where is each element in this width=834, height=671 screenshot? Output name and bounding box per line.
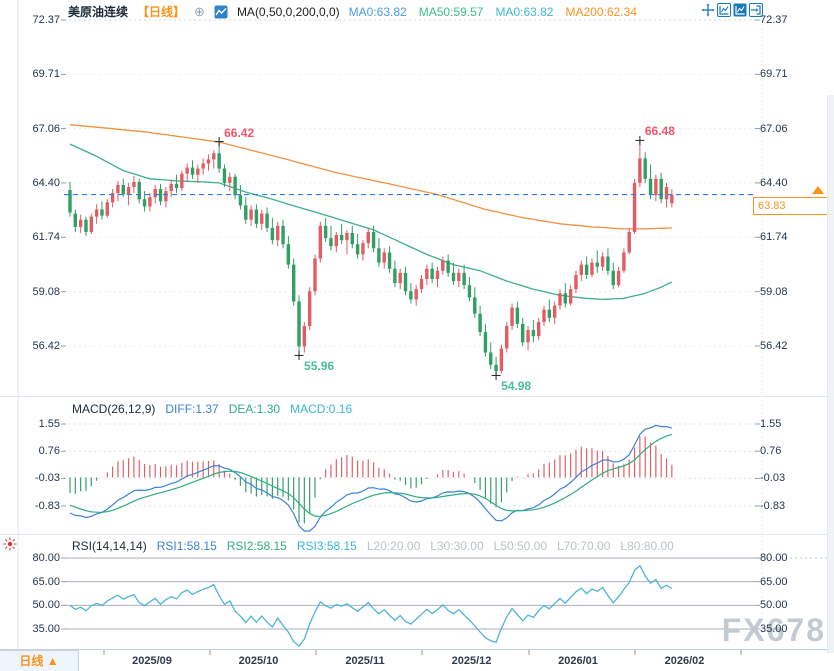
- watermark: FX678: [721, 612, 826, 648]
- alarm-icon[interactable]: [3, 537, 17, 551]
- price-axis-label-right: 61.74: [760, 231, 788, 244]
- high-annotation: 66.48: [644, 124, 675, 139]
- high-annotation: 66.42: [224, 125, 255, 140]
- ma-value-label: MA200:62.34: [565, 4, 637, 19]
- exit-fullscreen-icon[interactable]: [749, 3, 763, 17]
- price-axis-label-left: 59.08: [32, 285, 60, 298]
- chart-toolbar: [701, 3, 763, 17]
- current-price-value: 63.83: [758, 199, 786, 212]
- macd-bar-value: MACD:0.16: [290, 402, 353, 416]
- price-axis-label-right: 64.40: [760, 176, 788, 189]
- add-indicator-icon[interactable]: ⊕: [194, 4, 205, 19]
- ma-value-label: MA50:59.57: [418, 4, 484, 19]
- macd-axis-label-left: 0.76: [38, 445, 60, 458]
- rsi-axis-label-left: 50.00: [32, 599, 60, 612]
- current-price-label: 63.83: [753, 196, 832, 215]
- rsi-title: RSI(14,14,14): [72, 539, 147, 553]
- low-annotation: 54.98: [501, 379, 532, 394]
- crosshair-move-icon[interactable]: [701, 3, 715, 17]
- timeframe-up-arrow: ▲: [46, 654, 59, 668]
- mini-chart-icon[interactable]: [214, 5, 228, 19]
- rsi-axis-label-right: 80.00: [760, 552, 788, 564]
- price-axis-label-left: 67.06: [32, 122, 60, 135]
- macd-axis-label-right: 0.76: [760, 445, 782, 458]
- symbol-name: 美原油连续: [68, 5, 129, 19]
- price-axis-label-right: 59.08: [760, 285, 788, 298]
- date-axis-label: 2025/09: [132, 655, 172, 667]
- macd-axis-label-right: -0.03: [760, 472, 786, 485]
- timeframe-tag[interactable]: 【日线】: [137, 5, 186, 19]
- price-axis-label-left: 56.42: [32, 340, 60, 353]
- macd-axis-label-left: -0.03: [34, 472, 60, 485]
- rsi-level-labels: L20:20.00 L30:30.00 L50:50.00 L70:70.00 L80:…: [367, 539, 674, 553]
- main-chart-header: 美原油连续 【日线】 ⊕ MA(0,50,0,200,0,0) MA0:63.8…: [68, 3, 639, 20]
- price-axis-label-left: 72.37: [32, 14, 60, 26]
- price-axis-label-right: 56.42: [760, 340, 788, 353]
- timeframe-button[interactable]: 日线 ▲: [0, 650, 79, 671]
- low-annotation: 55.96: [304, 359, 335, 374]
- macd-axis-label-left: 1.55: [38, 418, 60, 430]
- vertical-scrollbar[interactable]: [827, 95, 834, 653]
- rsi-axis-label-left: 35.00: [32, 623, 60, 635]
- axis-chart-icon[interactable]: [717, 3, 731, 17]
- rsi-axis-label-right: 65.00: [760, 575, 788, 588]
- price-axis-label-right: 72.37: [760, 14, 788, 26]
- rsi-level-label: L30:30.00: [430, 539, 484, 553]
- rsi-axis-label-right: 50.00: [760, 599, 788, 612]
- rsi-level-label: L80:80.00: [620, 539, 674, 553]
- ma-value-label: MA0:63.82: [348, 4, 407, 19]
- macd-axis-label-left: -0.83: [34, 499, 60, 512]
- rsi-value-label: RSI1:58.15: [156, 539, 217, 553]
- rsi-axis-label-left: 65.00: [32, 575, 60, 588]
- macd-axis-label-right: 1.55: [760, 418, 782, 430]
- rsi-value-label: RSI3:58.15: [296, 539, 357, 553]
- ma-value-label: MA0:63.82: [495, 4, 554, 19]
- macd-axis-label-right: -0.83: [760, 499, 786, 512]
- price-axis-label-left: 64.40: [32, 176, 60, 189]
- date-axis-label: 2026/01: [558, 655, 598, 667]
- price-up-arrow-icon: [812, 185, 824, 194]
- date-axis-label: 2026/02: [664, 655, 705, 667]
- date-axis-label: 2025/10: [238, 655, 279, 667]
- ma-settings-label: MA(0,50,0,200,0,0): [236, 4, 340, 19]
- timeframe-button-label: 日线: [19, 654, 44, 668]
- rsi-level-label: L20:20.00: [366, 539, 421, 553]
- rsi-value-label: RSI2:58.15: [226, 539, 287, 553]
- ma-values: MA0:63.82 MA50:59.57 MA0:63.82 MA200:62.34: [349, 5, 639, 19]
- rsi-level-label: L50:50.00: [493, 539, 548, 553]
- rsi-header: RSI(14,14,14) RSI1:58.15 RSI2:58.15 RSI3:5…: [72, 539, 674, 553]
- price-axis-label-right: 69.71: [760, 68, 788, 81]
- macd-header: MACD(26,12,9) DIFF:1.37 DEA:1.30 MACD:0.…: [72, 402, 352, 416]
- rsi-values: RSI1:58.15 RSI2:58.15 RSI3:58.15: [157, 539, 357, 553]
- date-axis-label: 2025/12: [451, 655, 492, 667]
- rsi-axis-label-right: 35.00: [760, 623, 788, 635]
- macd-diff-value: DIFF:1.37: [165, 402, 219, 416]
- price-axis-label-left: 69.71: [32, 68, 60, 81]
- price-axis-label-right: 67.06: [760, 122, 788, 135]
- date-axis-label: 2025/11: [345, 655, 385, 667]
- macd-title: MACD(26,12,9): [72, 402, 156, 416]
- price-axis-label-left: 61.74: [32, 231, 60, 244]
- rsi-axis-label-left: 80.00: [32, 552, 60, 564]
- axis-chart-filled-icon[interactable]: [733, 3, 747, 17]
- rsi-level-label: L70:70.00: [557, 539, 611, 553]
- macd-dea-value: DEA:1.30: [228, 402, 281, 416]
